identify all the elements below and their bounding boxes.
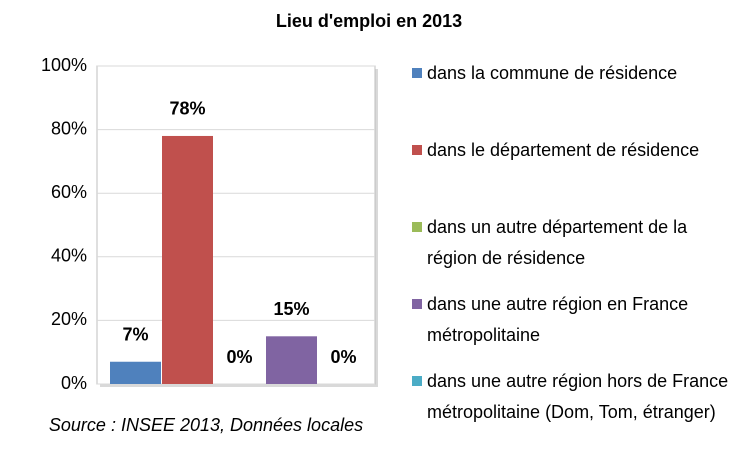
y-tick-label: 20%: [51, 309, 87, 329]
y-tick-label: 100%: [41, 55, 87, 75]
legend-swatch: [412, 68, 422, 78]
legend-label: dans une autre région hors de France mét…: [427, 371, 729, 422]
legend-item: dans une autre région en France métropol…: [412, 289, 732, 351]
bar: [266, 336, 317, 384]
data-label: 0%: [330, 347, 356, 367]
legend-item: dans une autre région hors de France mét…: [412, 366, 732, 428]
legend-swatch: [412, 222, 422, 232]
data-label: 15%: [273, 299, 309, 319]
bar: [162, 135, 213, 384]
y-tick-label: 40%: [51, 246, 87, 266]
legend-swatch: [412, 376, 422, 386]
y-tick-label: 0%: [61, 373, 87, 393]
legend-label: dans la commune de résidence: [427, 63, 678, 83]
legend-label: dans un autre département de la région d…: [427, 217, 688, 268]
legend-item: dans un autre département de la région d…: [412, 212, 732, 274]
y-tick-label: 80%: [51, 118, 87, 138]
legend-item: dans le département de résidence: [412, 135, 732, 166]
data-label: 78%: [169, 99, 205, 119]
legend-label: dans une autre région en France métropol…: [427, 294, 689, 345]
legend-swatch: [412, 299, 422, 309]
legend-label: dans le département de résidence: [427, 140, 700, 160]
data-label: 7%: [122, 324, 148, 344]
legend-swatch: [412, 145, 422, 155]
plot-area: [96, 65, 376, 385]
chart-title: Lieu d'emploi en 2013: [276, 11, 462, 31]
data-label: 0%: [226, 347, 252, 367]
y-tick-label: 60%: [51, 182, 87, 202]
legend-item: dans la commune de résidence: [412, 58, 732, 89]
bar: [110, 361, 161, 384]
source: Source : INSEE 2013, Données locales: [49, 415, 363, 435]
